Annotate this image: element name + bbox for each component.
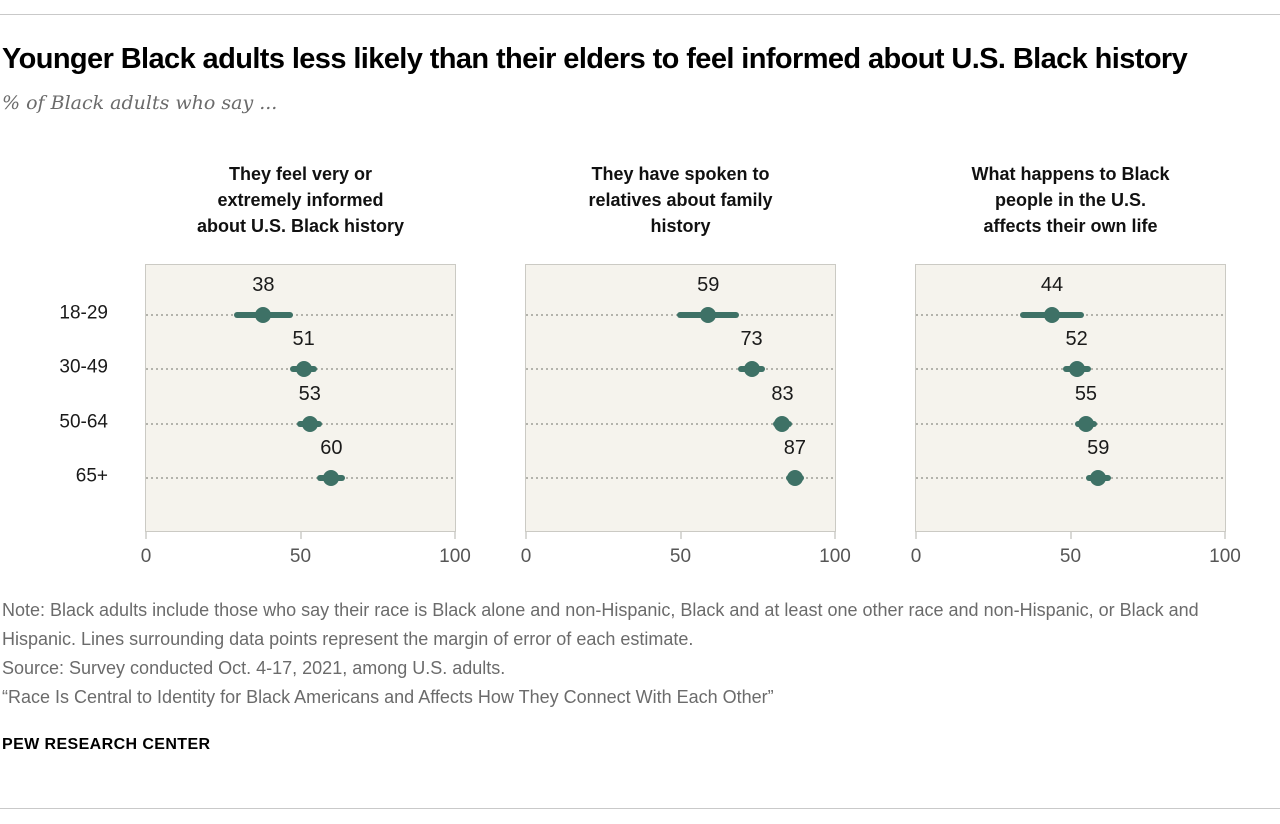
x-axis-tick: [915, 532, 917, 539]
x-axis-tick-label: 50: [1059, 546, 1082, 567]
y-axis-label: 50-64: [59, 411, 108, 433]
y-axis-labels: 18-29 30-49 50-64 65+: [2, 161, 108, 532]
dotted-gridline: [146, 477, 455, 479]
x-axis-tick-label: 0: [910, 546, 922, 567]
dotted-gridline: [526, 423, 835, 425]
x-axis-tick-label: 100: [1209, 546, 1241, 567]
chart-panel: They feel very or extremely informed abo…: [141, 161, 471, 567]
dotted-gridline: [916, 423, 1225, 425]
data-point-dot: [1068, 361, 1085, 377]
data-point-dot: [1043, 307, 1060, 323]
value-label: 52: [1065, 328, 1088, 350]
x-axis-tick: [454, 532, 456, 539]
panel-title: What happens to Black people in the U.S.…: [971, 164, 1170, 236]
chart-panel: They have spoken to relatives about fami…: [521, 161, 851, 567]
x-axis-tick-label: 0: [140, 546, 152, 567]
value-label: 59: [697, 274, 720, 296]
dotted-gridline: [526, 368, 835, 370]
x-axis-tick-label: 100: [819, 546, 851, 567]
chart-panel: What happens to Black people in the U.S.…: [911, 161, 1241, 567]
report-title-text: “Race Is Central to Identity for Black A…: [2, 687, 774, 707]
data-point-dot: [255, 307, 272, 323]
x-axis-tick: [834, 532, 836, 539]
data-point-dot: [323, 470, 340, 486]
x-axis-tick-label: 0: [520, 546, 532, 567]
chart-card: Younger Black adults less likely than th…: [2, 14, 1278, 754]
x-axis-tick-label: 50: [289, 546, 312, 567]
value-label: 53: [298, 383, 321, 405]
page-subtitle: % of Black adults who say ...: [2, 92, 278, 114]
value-label: 38: [252, 274, 275, 296]
x-axis-tick: [525, 532, 527, 539]
plot-area: 59 73 83 87 0 50 100: [521, 264, 851, 567]
data-point-dot: [301, 416, 318, 432]
x-axis-tick: [300, 532, 301, 539]
value-label: 51: [292, 328, 315, 350]
data-point-dot: [1090, 470, 1107, 486]
data-point-dot: [295, 361, 312, 377]
dotted-gridline: [526, 477, 835, 479]
data-point-dot: [743, 361, 760, 377]
plot-area: 44 52 55 59 0 50 100: [911, 264, 1241, 567]
dotted-gridline: [916, 477, 1225, 479]
y-axis-labels-inner: 18-29 30-49 50-64 65+: [2, 264, 108, 532]
dotted-gridline: [146, 314, 455, 316]
pew-research-center-wordmark: PEW RESEARCH CENTER: [2, 736, 211, 753]
plot-area: 38 51 53 60 0 50 100: [141, 264, 471, 567]
panel-title: They have spoken to relatives about fami…: [588, 164, 773, 236]
data-point-dot: [1077, 416, 1094, 432]
bottom-divider: [0, 808, 1280, 809]
data-point-dot: [774, 416, 791, 432]
value-label: 87: [783, 437, 806, 459]
y-axis-label: 18-29: [59, 302, 108, 324]
value-label: 44: [1040, 274, 1064, 296]
panel-title: They feel very or extremely informed abo…: [196, 164, 405, 236]
value-label: 83: [771, 383, 794, 405]
charts-row: 18-29 30-49 50-64 65+ They feel very or ext…: [2, 161, 1278, 567]
x-axis-tick-label: 50: [669, 546, 692, 567]
value-label: 60: [320, 437, 343, 459]
y-axis-label: 65+: [75, 465, 108, 487]
x-axis-tick: [680, 532, 681, 539]
note-text: Note: Black adults include those who say…: [2, 600, 1199, 649]
page-title: Younger Black adults less likely than th…: [2, 43, 1188, 75]
source-text: Source: Survey conducted Oct. 4-17, 2021…: [2, 658, 506, 678]
data-point-dot: [700, 307, 717, 323]
data-point-dot: [786, 470, 803, 486]
y-axis-label: 30-49: [59, 356, 108, 378]
x-axis-tick: [1070, 532, 1071, 539]
footnotes: Note: Black adults include those who say…: [2, 596, 1264, 712]
x-axis-tick-label: 100: [439, 546, 471, 567]
top-divider: [0, 14, 1280, 15]
x-axis-tick: [1224, 532, 1226, 539]
x-axis-tick: [145, 532, 147, 539]
value-label: 73: [740, 328, 763, 350]
value-label: 55: [1074, 383, 1098, 405]
value-label: 59: [1087, 437, 1110, 459]
